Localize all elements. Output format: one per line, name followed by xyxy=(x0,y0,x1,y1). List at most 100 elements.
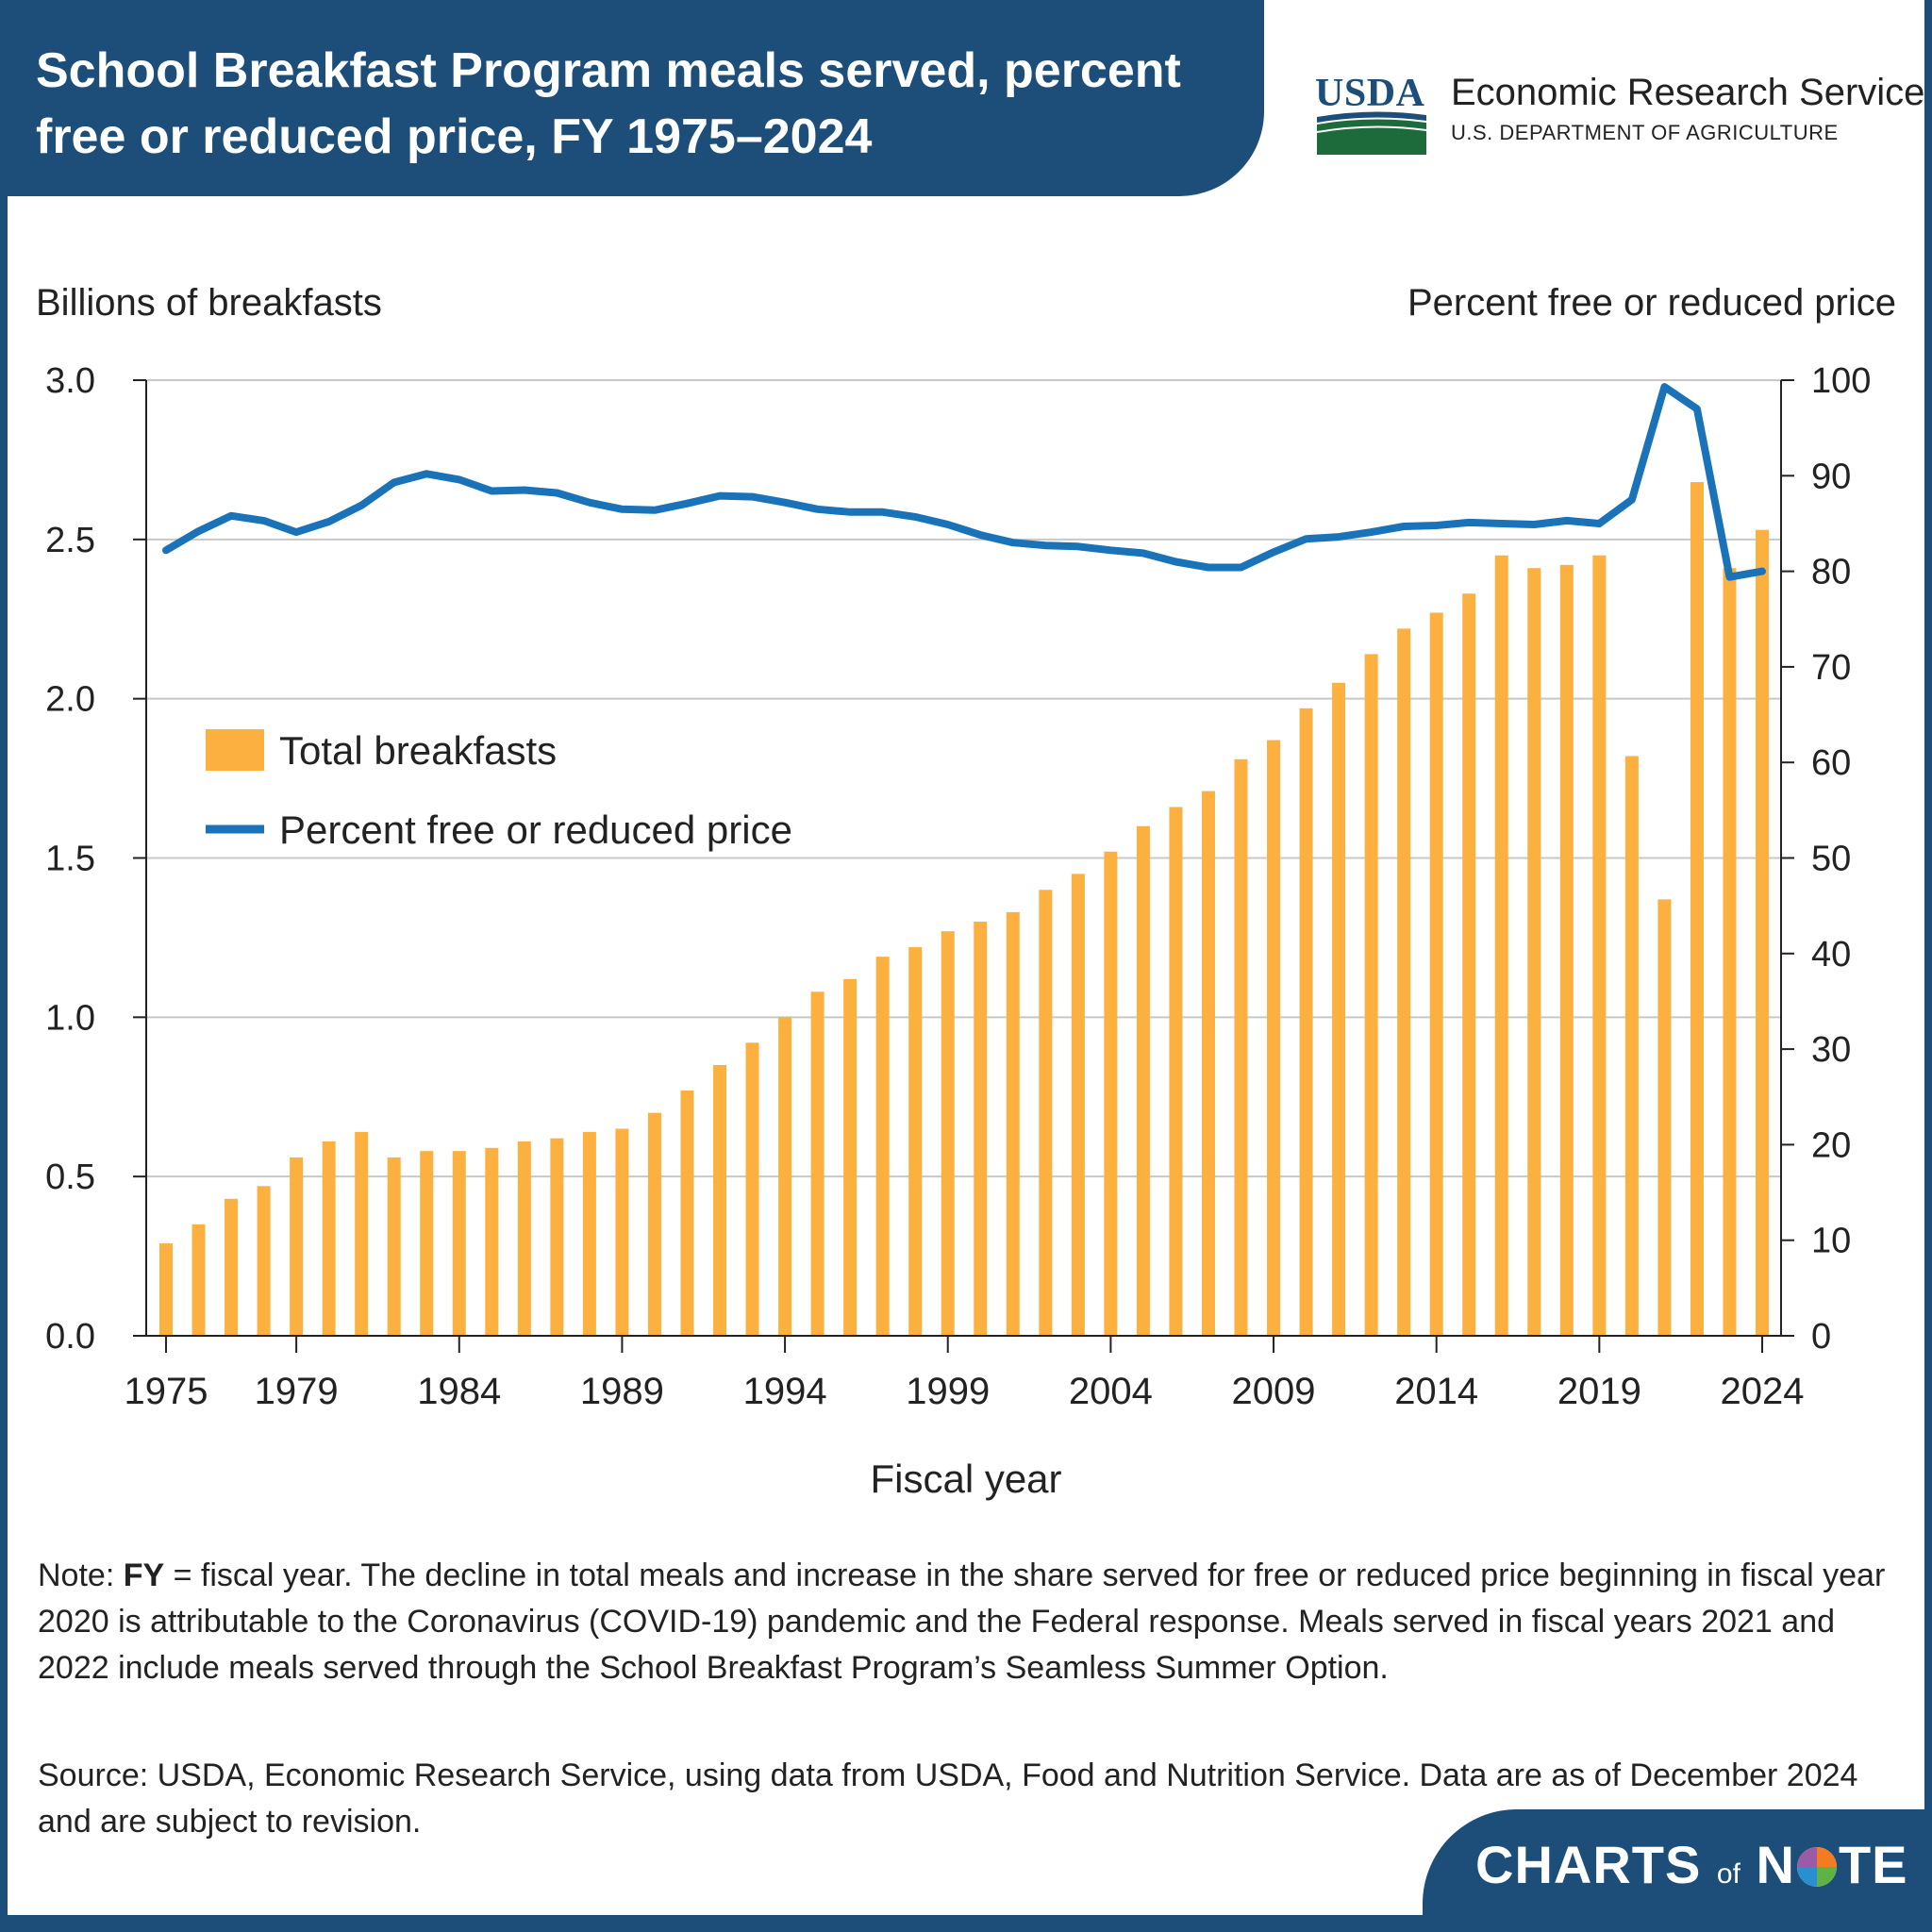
bar xyxy=(452,1151,466,1336)
agency-name: Economic Research Service xyxy=(1451,72,1925,113)
source: Source: USDA, Economic Research Service,… xyxy=(38,1757,1858,1840)
bar xyxy=(843,978,858,1336)
bar xyxy=(1234,758,1248,1336)
bar xyxy=(810,991,824,1336)
agency-dept: U.S. DEPARTMENT OF AGRICULTURE xyxy=(1451,121,1839,144)
bar xyxy=(257,1186,271,1336)
brand-charts: CHARTS xyxy=(1475,1835,1702,1894)
line-series xyxy=(162,383,1766,581)
bar xyxy=(1756,529,1769,1336)
bar xyxy=(941,931,955,1336)
x-axis-label: Fiscal year xyxy=(870,1457,1061,1501)
x-tick-label: 1984 xyxy=(417,1371,501,1412)
x-tick-label: 1999 xyxy=(906,1371,990,1412)
bar xyxy=(1104,851,1118,1336)
bar xyxy=(225,1198,239,1336)
x-tick-label: 2024 xyxy=(1721,1371,1805,1412)
usda-logo-text: USDA xyxy=(1315,72,1425,115)
bar xyxy=(420,1151,434,1336)
pie-icon xyxy=(1796,1847,1837,1887)
bar xyxy=(647,1112,661,1336)
y-right-axis-label: Percent free or reduced price xyxy=(1407,282,1896,324)
bar xyxy=(355,1131,369,1336)
bar xyxy=(1364,654,1378,1336)
note-prefix: Note: xyxy=(38,1557,124,1593)
bar xyxy=(1657,899,1672,1336)
bar xyxy=(485,1147,499,1336)
bar xyxy=(1299,708,1313,1336)
bar xyxy=(192,1224,206,1336)
y-right-tick-label: 100 xyxy=(1811,361,1871,401)
bar xyxy=(322,1141,336,1336)
bar xyxy=(875,957,890,1336)
y-right-tick-label: 60 xyxy=(1811,743,1851,783)
y-right-tick-label: 80 xyxy=(1811,553,1851,592)
bar xyxy=(778,1017,792,1336)
note-text: = fiscal year. The decline in total meal… xyxy=(38,1557,1886,1686)
bar xyxy=(1169,807,1183,1336)
bar xyxy=(1592,555,1607,1336)
bar xyxy=(1136,825,1150,1336)
bar xyxy=(1690,482,1704,1336)
bar xyxy=(159,1243,173,1336)
bar xyxy=(974,922,988,1336)
bar xyxy=(908,947,923,1336)
x-tick-label: 1979 xyxy=(255,1371,339,1412)
note: Note: FY = fiscal year. The decline in t… xyxy=(38,1553,1887,1691)
x-tick-label: 1994 xyxy=(743,1371,827,1412)
x-tick-label: 1975 xyxy=(125,1371,208,1412)
legend-label-line: Percent free or reduced price xyxy=(279,808,792,852)
note-bold-term: FY xyxy=(123,1557,165,1593)
charts-of-note-band: CHARTS of N TE xyxy=(1423,1809,1924,1915)
bar xyxy=(1494,555,1508,1336)
x-tick-label: 2009 xyxy=(1232,1371,1316,1412)
bar xyxy=(1624,756,1639,1336)
bar xyxy=(1397,628,1411,1336)
bar xyxy=(680,1090,694,1336)
percent-line xyxy=(162,383,1766,581)
bar xyxy=(1071,874,1085,1336)
y-left-axis-label: Billions of breakfasts xyxy=(36,282,382,324)
y-left-tick-label: 2.0 xyxy=(45,680,95,720)
usda-logo: USDA xyxy=(1315,72,1427,155)
bar xyxy=(517,1141,531,1336)
bar xyxy=(290,1157,304,1336)
bar xyxy=(1462,593,1476,1336)
bar xyxy=(1332,682,1346,1336)
bar xyxy=(1267,740,1281,1336)
x-tick-label: 2019 xyxy=(1557,1371,1641,1412)
y-right-tick-label: 70 xyxy=(1811,648,1851,688)
bar xyxy=(1429,612,1443,1336)
y-right-tick-label: 20 xyxy=(1811,1125,1851,1165)
y-left-tick-label: 0.5 xyxy=(45,1158,95,1197)
brand-of: of xyxy=(1716,1858,1740,1890)
brand-n: N xyxy=(1756,1835,1795,1894)
bar xyxy=(713,1064,727,1336)
bar xyxy=(387,1157,401,1336)
bar xyxy=(550,1138,564,1336)
y-left-tick-label: 2.5 xyxy=(45,521,95,560)
bar xyxy=(745,1042,759,1336)
axes: 0.0 0.5 1.0 1.5 2.0 2.5 3.0 0 10 20 30 40 50 60 70 80 90… xyxy=(45,361,1871,1412)
chart: Billions of breakfasts Percent free or r… xyxy=(36,282,1896,1501)
y-left-tick-label: 0.0 xyxy=(45,1317,95,1357)
bar xyxy=(582,1131,596,1336)
y-right-tick-label: 30 xyxy=(1811,1030,1851,1070)
y-right-tick-label: 40 xyxy=(1811,935,1851,974)
bar xyxy=(1006,911,1020,1336)
bar-series xyxy=(159,482,1769,1336)
bar xyxy=(1039,890,1053,1336)
legend: Total breakfasts Percent free or reduced… xyxy=(206,728,792,852)
y-right-tick-label: 90 xyxy=(1811,457,1851,496)
bar xyxy=(1527,568,1541,1336)
x-tick-label: 2004 xyxy=(1069,1371,1153,1412)
bar xyxy=(615,1128,629,1336)
y-right-tick-label: 0 xyxy=(1811,1317,1831,1357)
charts-of-note-logo: CHARTS of N TE xyxy=(1475,1834,1908,1895)
x-tick-label: 1989 xyxy=(580,1371,664,1412)
y-right-tick-label: 50 xyxy=(1811,840,1851,879)
title-banner: School Breakfast Program meals served, p… xyxy=(0,0,1264,196)
y-right-tick-label: 10 xyxy=(1811,1222,1851,1261)
bar xyxy=(1201,791,1215,1336)
